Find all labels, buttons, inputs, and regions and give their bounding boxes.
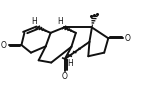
Text: H: H [68,59,73,68]
Text: O: O [1,40,7,50]
Text: H: H [31,17,37,26]
Text: H: H [58,17,63,26]
Text: O: O [62,72,68,81]
Text: O: O [125,34,131,43]
